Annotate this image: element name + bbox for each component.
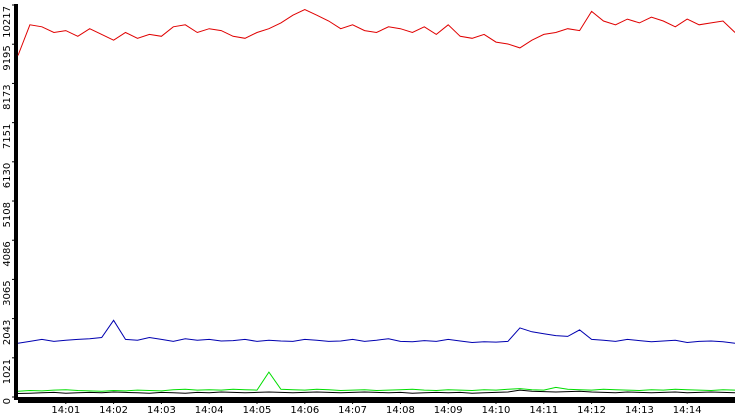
y-tick-label: 8173 (2, 84, 13, 109)
series-line (17, 371, 735, 392)
x-tick-label: 14:14 (673, 405, 702, 415)
x-tick-label: 14:12 (577, 405, 606, 415)
series-line (17, 389, 735, 394)
x-axis-bar (18, 397, 735, 403)
y-tick-label: 5108 (2, 202, 13, 227)
y-tick-label: 3065 (2, 280, 13, 305)
x-tick-label: 14:04 (195, 405, 224, 415)
x-tick-label: 14:06 (290, 405, 319, 415)
x-tick-label: 14:08 (386, 405, 415, 415)
y-tick-label: 7151 (2, 124, 13, 149)
series-line (17, 319, 735, 344)
x-tick-label: 14:03 (147, 405, 176, 415)
y-tick-label: 1021 (2, 359, 13, 384)
y-tick-label: 9195 (2, 45, 13, 70)
x-tick-label: 14:07 (338, 405, 367, 415)
x-tick-label: 14:10 (482, 405, 511, 415)
x-tick-label: 14:01 (51, 405, 80, 415)
x-tick-label: 14:09 (434, 405, 463, 415)
x-tick-label: 14:02 (99, 405, 128, 415)
y-tick-label: 2043 (2, 320, 13, 345)
y-tick-label: 0 (2, 398, 13, 404)
series-line (17, 8, 735, 56)
x-tick-label: 14:13 (625, 405, 654, 415)
y-tick-label: 10217 (2, 6, 13, 38)
x-tick-label: 14:11 (529, 405, 558, 415)
y-axis-bar (14, 4, 18, 400)
y-tick-label: 6130 (2, 163, 13, 188)
y-tick-label: 4086 (2, 241, 13, 266)
x-tick-label: 14:05 (243, 405, 272, 415)
